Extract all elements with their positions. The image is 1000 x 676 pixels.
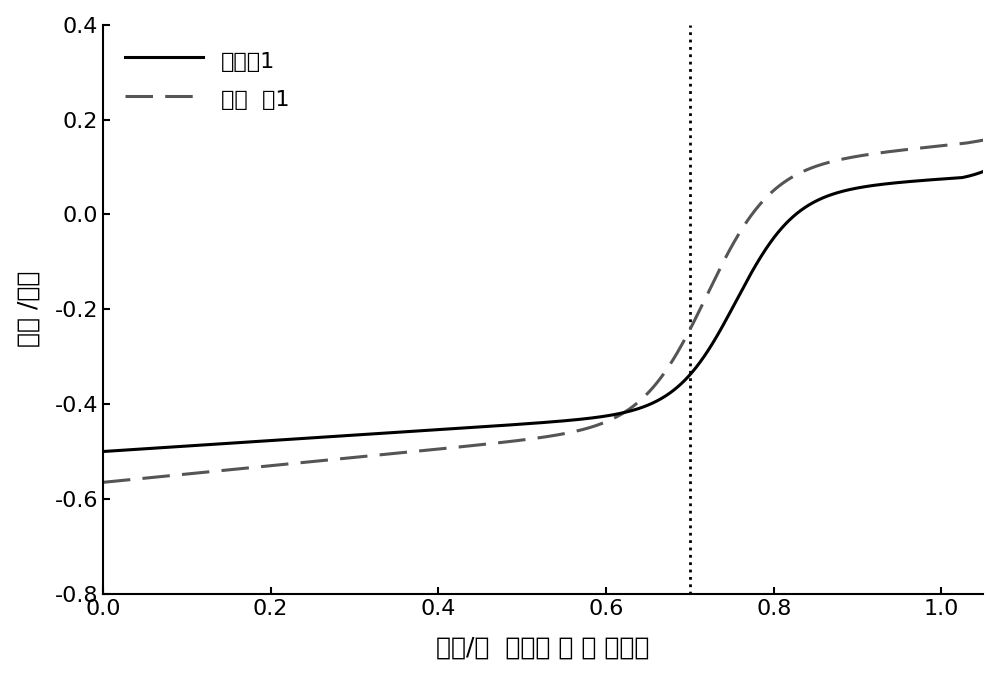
Line: 对比  例1: 对比 例1 bbox=[103, 139, 988, 483]
对比  例1 bbox=[250, 463, 262, 471]
实施例1 bbox=[198, 441, 210, 449]
实施例1 bbox=[250, 437, 262, 445]
实施例1 bbox=[982, 166, 994, 174]
Legend: 实施例1, 对比  例1: 实施例1, 对比 例1 bbox=[114, 36, 300, 123]
对比  例1 bbox=[474, 441, 486, 449]
对比  例1 bbox=[869, 149, 881, 158]
对比  例1 bbox=[982, 135, 994, 143]
对比  例1 bbox=[97, 479, 109, 487]
实施例1 bbox=[436, 425, 448, 433]
实施例1 bbox=[474, 423, 486, 431]
Y-axis label: 电流 /毫安: 电流 /毫安 bbox=[17, 271, 41, 347]
实施例1 bbox=[964, 172, 976, 180]
Line: 实施例1: 实施例1 bbox=[103, 170, 988, 452]
对比  例1 bbox=[964, 139, 976, 147]
对比  例1 bbox=[198, 468, 210, 477]
实施例1 bbox=[97, 448, 109, 456]
实施例1 bbox=[869, 181, 881, 189]
对比  例1 bbox=[436, 445, 448, 453]
X-axis label: 电压/伏  相对于 标 准 氢电极: 电压/伏 相对于 标 准 氢电极 bbox=[436, 635, 650, 659]
